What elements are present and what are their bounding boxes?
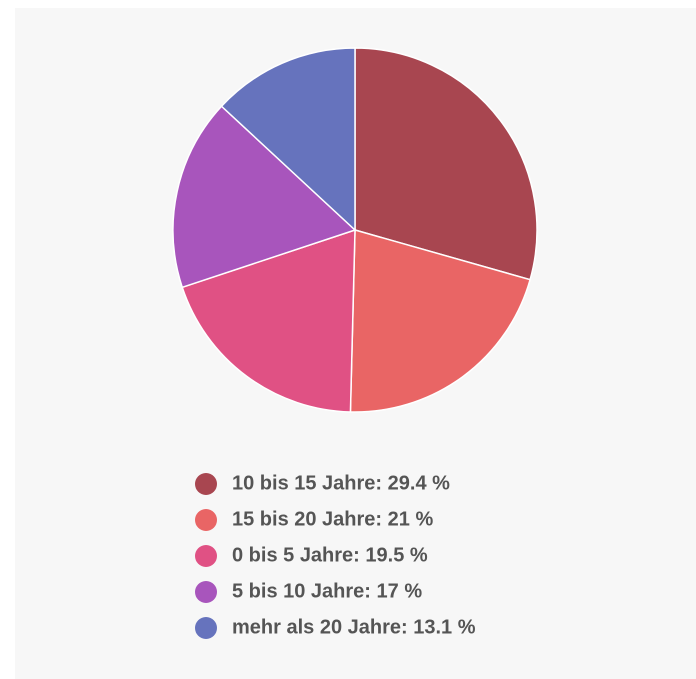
pie-slice bbox=[172, 105, 357, 289]
legend-label: 5 bis 10 Jahre: 17 % bbox=[232, 580, 422, 602]
pie-slice bbox=[220, 47, 356, 232]
legend-label: mehr als 20 Jahre: 13.1 % bbox=[232, 616, 476, 638]
legend-label: 0 bis 5 Jahre: 19.5 % bbox=[232, 544, 428, 566]
pie-slice bbox=[349, 229, 532, 413]
legend-marker bbox=[195, 473, 217, 495]
legend-marker bbox=[195, 509, 217, 531]
legend-marker bbox=[195, 617, 217, 639]
legend-marker bbox=[195, 545, 217, 567]
legend-marker bbox=[195, 581, 217, 603]
legend-label: 15 bis 20 Jahre: 21 % bbox=[232, 508, 433, 530]
legend-label: 10 bis 15 Jahre: 29.4 % bbox=[232, 472, 450, 494]
pie-slice bbox=[181, 228, 356, 413]
pie-slice bbox=[354, 47, 538, 281]
